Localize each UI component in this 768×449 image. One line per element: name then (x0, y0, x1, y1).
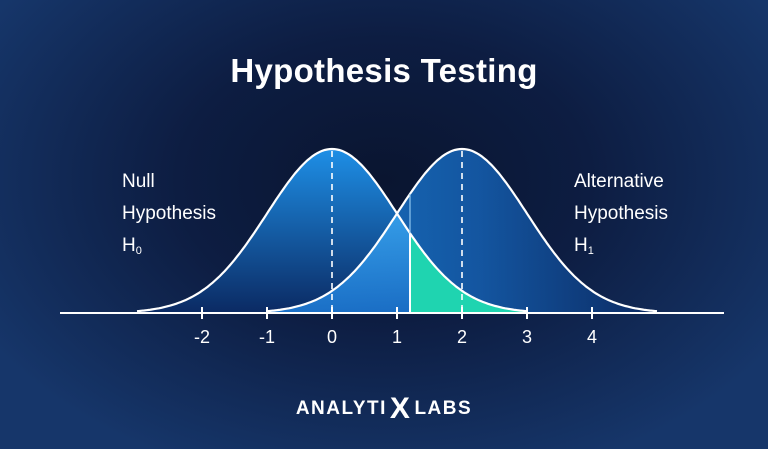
overlap-area (267, 213, 527, 313)
alternative-hypothesis-label: Alternative Hypothesis H1 (574, 171, 668, 257)
tick-label: -1 (259, 327, 275, 347)
tick-label: 1 (392, 327, 402, 347)
tick-label: 0 (327, 327, 337, 347)
null-hypothesis-label: Null Hypothesis H0 (122, 171, 216, 257)
type-two-error-region (410, 233, 527, 313)
alternative-distribution-curve (266, 147, 658, 313)
null-distribution-curve (136, 147, 528, 313)
tick-label: 4 (587, 327, 597, 347)
page-title: Hypothesis Testing (230, 52, 538, 89)
tick-label: -2 (194, 327, 210, 347)
brand-logo: ANALYTI X LABS (295, 392, 473, 425)
x-axis-ticks: -2 -1 0 1 2 3 4 (194, 307, 597, 347)
tick-label: 3 (522, 327, 532, 347)
tick-label: 2 (457, 327, 467, 347)
